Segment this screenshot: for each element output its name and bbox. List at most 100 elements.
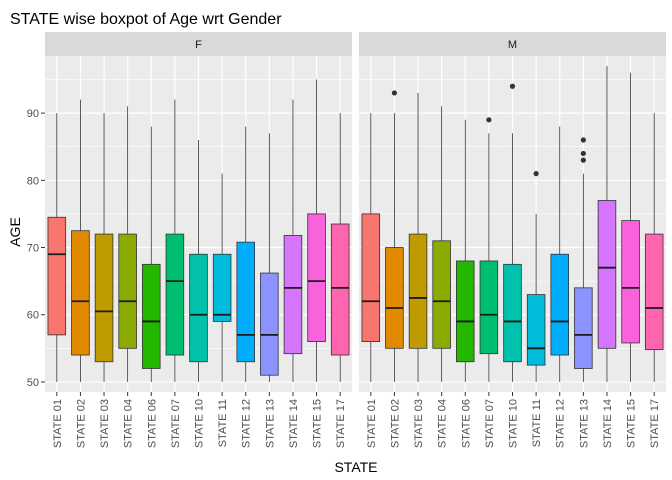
box-iqr [283,235,303,355]
box-iqr [142,263,161,369]
box-iqr [260,272,279,376]
box-iqr [621,220,640,344]
x-tick-label: STATE 06 [146,399,158,448]
x-tick-label: STATE 07 [170,399,182,448]
outlier-point [580,137,586,143]
box-iqr [71,230,90,356]
x-tick-label: STATE 11 [217,399,229,447]
x-tick-label: STATE 10 [194,399,206,448]
box-iqr [330,223,350,356]
y-axis-title: AGE [7,217,23,247]
box-iqr [432,240,451,349]
x-tick-label: STATE 01 [366,399,378,448]
x-tick-label: STATE 12 [555,399,567,448]
box-iqr [212,253,232,322]
x-tick-label: STATE 12 [241,399,253,448]
box-state-06 [456,119,475,382]
box-state-17 [644,113,664,382]
x-tick-label: STATE 04 [437,399,449,448]
y-tick-label: 50 [27,377,39,389]
x-tick-label: STATE 11 [531,399,543,447]
box-iqr [385,247,404,349]
box-iqr [118,233,137,349]
facet-strip-label: F [195,39,202,51]
box-state-04 [118,106,137,382]
facet-strip-label: M [508,39,517,51]
box-state-11 [526,171,546,382]
box-state-01 [361,113,381,382]
chart-title: STATE wise boxpot of Age wrt Gender [10,11,282,28]
box-state-07 [479,117,499,382]
outlier-point [509,83,516,89]
y-tick-label: 90 [27,108,39,120]
box-state-13 [574,137,593,382]
x-tick-label: STATE 07 [484,399,496,448]
box-state-02 [71,99,90,382]
box-iqr [456,260,475,363]
box-iqr [503,263,522,363]
x-tick-label: STATE 14 [602,399,614,448]
box-iqr [94,233,114,363]
box-iqr [644,233,664,351]
box-state-06 [142,126,161,382]
facet-strip [45,32,352,56]
x-tick-label: STATE 03 [413,399,425,448]
box-iqr [307,213,326,342]
box-state-17 [330,113,350,382]
x-tick-label: STATE 13 [264,399,276,448]
x-tick-label: STATE 01 [52,399,64,448]
box-iqr [597,200,617,349]
box-state-01 [47,113,67,382]
box-state-15 [621,72,640,382]
box-iqr [408,233,428,349]
box-iqr [236,241,255,363]
outlier-point [391,90,398,96]
box-state-04 [432,106,451,382]
box-state-14 [597,66,617,382]
facet-strip [359,32,666,56]
box-state-03 [94,113,114,382]
y-tick-label: 70 [27,243,39,255]
outlier-point [486,117,492,123]
outlier-point [580,157,586,163]
facet-panel-M: M STATE 01 STATE 02 STATE 03 STATE 04 STATE 0… [359,32,666,448]
x-tick-label: STATE 10 [508,399,520,448]
facet-panel-F: F STATE 01 STATE 02 STATE 03 STATE 04 STATE 0… [45,32,352,448]
x-tick-label: STATE 14 [288,399,300,448]
facet-panels: 50 60 70 80 90 F STATE 01 STATE 02 STATE 03 STATE… [27,32,666,448]
box-iqr [550,253,569,356]
x-tick-label: STATE 02 [75,399,87,448]
box-state-12 [236,126,255,382]
y-tick-label: 80 [27,175,39,187]
box-state-10 [503,83,522,382]
box-state-02 [385,90,404,382]
box-iqr [526,294,546,366]
x-tick-label: STATE 06 [460,399,472,448]
box-state-14 [283,99,303,382]
box-iqr [479,260,499,355]
x-tick-label: STATE 13 [578,399,590,448]
x-tick-label: STATE 04 [123,399,135,448]
outlier-point [580,150,586,157]
x-tick-label: STATE 17 [335,399,347,448]
box-iqr [361,213,381,342]
x-axis-title: STATE [334,459,377,475]
box-state-03 [408,92,428,382]
outlier-point [533,171,539,177]
box-iqr [574,287,593,369]
box-state-15 [307,79,326,382]
box-state-11 [212,173,232,382]
box-iqr [165,233,185,356]
x-tick-label: STATE 02 [389,399,401,448]
x-tick-label: STATE 15 [626,399,638,448]
box-iqr [189,253,208,363]
x-tick-label: STATE 03 [99,399,111,448]
y-tick-label: 60 [27,310,39,322]
box-state-10 [189,140,208,382]
box-state-07 [165,99,185,382]
box-state-12 [550,126,569,382]
x-tick-label: STATE 15 [312,399,324,448]
box-iqr [47,216,67,336]
x-tick-label: STATE 17 [649,399,661,448]
